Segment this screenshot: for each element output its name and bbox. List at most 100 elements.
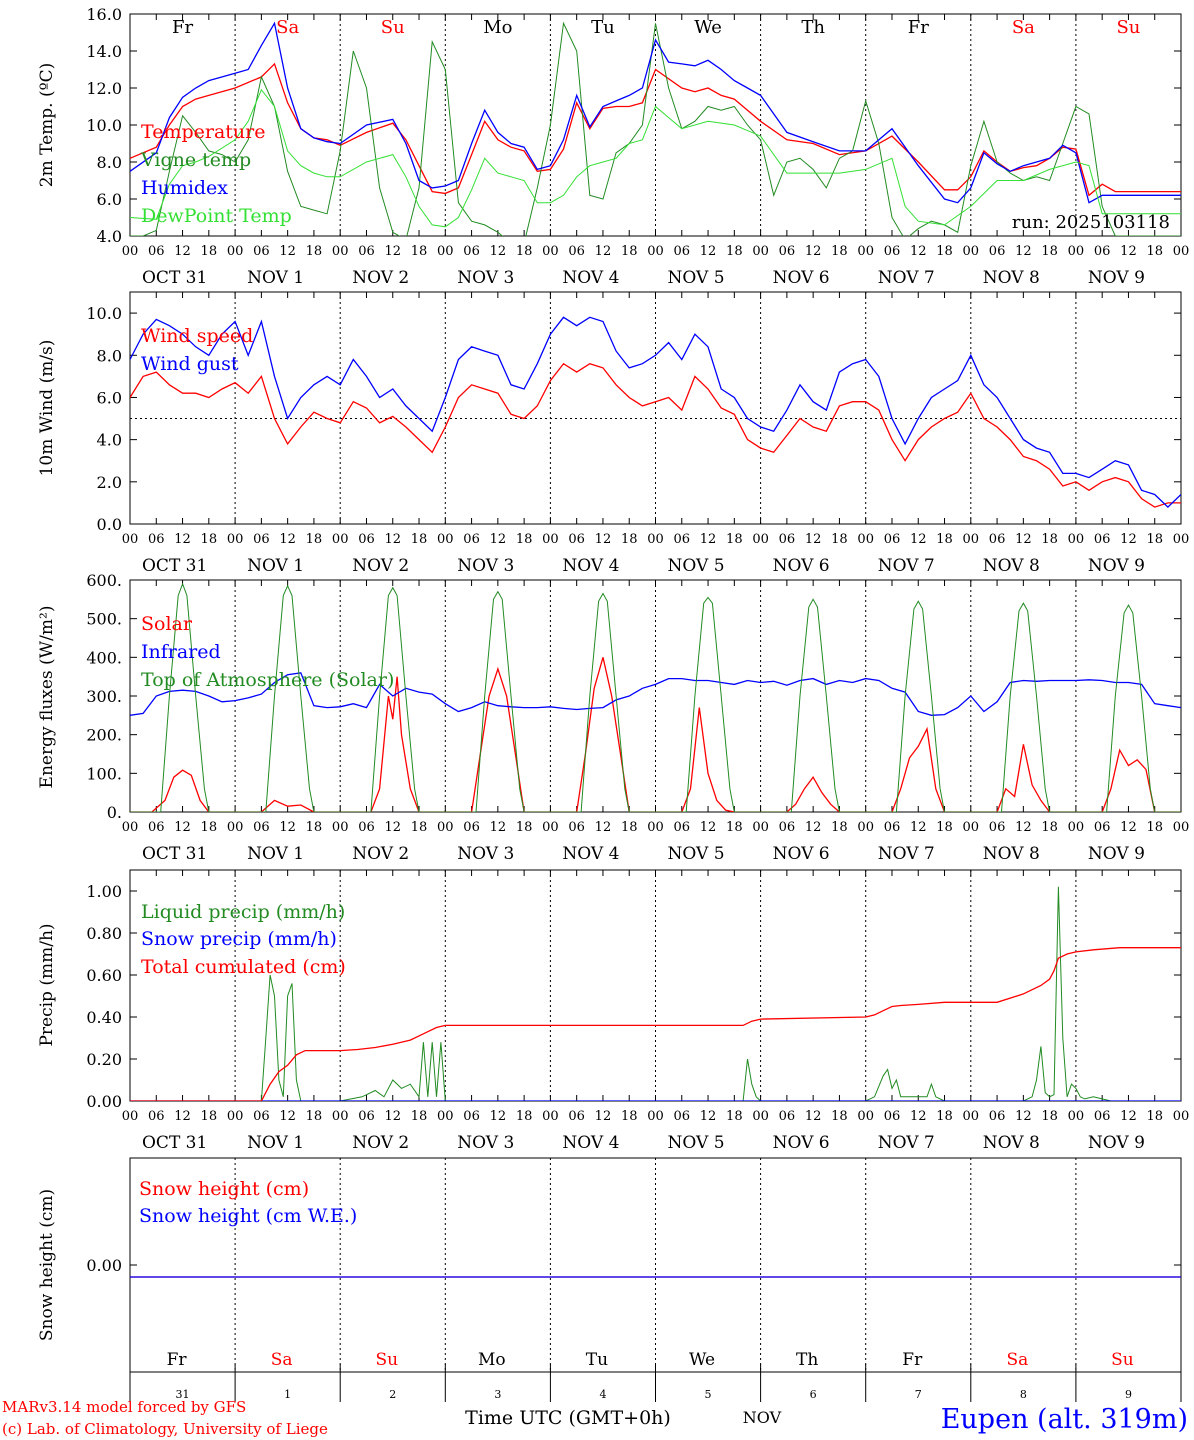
legend-snow-precip-mm-h-: Snow precip (mm/h) (141, 928, 337, 950)
hour-label: 00 (332, 244, 349, 259)
hour-label: 18 (1041, 532, 1058, 547)
hour-label: 06 (358, 1109, 375, 1124)
hour-label: 12 (279, 532, 296, 547)
y-tick-label: 0.60 (86, 966, 122, 985)
hour-label: 06 (568, 820, 585, 835)
hour-label: 06 (989, 532, 1006, 547)
hour-label: 00 (227, 1109, 244, 1124)
hour-label: 00 (647, 244, 664, 259)
hour-label: 00 (1068, 820, 1085, 835)
hour-label: 06 (463, 244, 480, 259)
hour-label: 00 (332, 1109, 349, 1124)
date-label: NOV 2 (352, 1133, 409, 1153)
hour-label: 18 (516, 532, 533, 547)
hour-label: 12 (1015, 532, 1032, 547)
day-number: 7 (915, 1388, 922, 1401)
day-label: Tu (586, 1350, 608, 1370)
hour-label: 00 (227, 244, 244, 259)
y-axis-label: 2m Temp. (ºC) (37, 63, 57, 188)
y-axis-label: 10m Wind (m/s) (37, 340, 57, 477)
date-label: NOV 5 (668, 1133, 725, 1153)
hour-label: 00 (437, 532, 454, 547)
hour-label: 00 (542, 1109, 559, 1124)
date-label: NOV 7 (878, 268, 935, 288)
hour-label: 06 (779, 1109, 796, 1124)
hour-label: 12 (595, 244, 612, 259)
y-tick-label: 0. (107, 803, 122, 822)
panel-1: 4.0 6.0 8.0 10.0 12.0 14.0 16.0 2m Temp. (ºC) 00… (37, 5, 1189, 288)
date-label: NOV 8 (983, 556, 1040, 576)
legend-humidex: Humidex (141, 177, 228, 199)
legend-solar: Solar (141, 613, 193, 635)
day-number: 6 (810, 1388, 817, 1401)
y-tick-label: 100. (86, 764, 122, 783)
hour-label: 00 (963, 244, 980, 259)
date-label: NOV 9 (1088, 556, 1145, 576)
hour-label: 12 (910, 1109, 927, 1124)
day-label: Sa (271, 1350, 293, 1370)
day-label: Sa (276, 17, 299, 38)
hour-label: 12 (700, 532, 717, 547)
hour-label: 12 (1015, 244, 1032, 259)
series-line-solar (130, 657, 1181, 812)
panel-5: 0.00 Snow height (cm) 31 1 2 3 4 5 6 7 8 9 Fr Sa Su Mo T… (37, 1157, 1182, 1402)
hour-label: 06 (463, 1109, 480, 1124)
hour-label: 00 (857, 1109, 874, 1124)
date-label: NOV 8 (983, 844, 1040, 864)
day-number: 2 (389, 1388, 396, 1401)
hour-label: 12 (595, 532, 612, 547)
hour-label: 18 (411, 244, 428, 259)
hour-label: 00 (332, 820, 349, 835)
hour-label: 06 (253, 820, 270, 835)
hour-label: 18 (201, 1109, 218, 1124)
y-tick-label: 400. (86, 648, 122, 667)
hour-label: 18 (1041, 244, 1058, 259)
hour-label: 06 (674, 820, 691, 835)
x-axis-title: Time UTC (GMT+0h) (465, 1407, 671, 1429)
date-label: NOV 4 (562, 1133, 619, 1153)
date-label: NOV 1 (247, 844, 304, 864)
legend-snow-height-cm-: Snow height (cm) (139, 1178, 309, 1200)
hour-label: 12 (595, 820, 612, 835)
hour-label: 06 (1094, 820, 1111, 835)
y-tick-label: 10.0 (86, 116, 122, 135)
date-label: NOV 5 (668, 268, 725, 288)
date-label: NOV 6 (773, 556, 830, 576)
y-tick-label: 8.0 (97, 346, 122, 365)
day-label: Mo (483, 17, 512, 38)
hour-label: 18 (1146, 820, 1163, 835)
credit-line-1: MARv3.14 model forced by GFS (2, 1398, 246, 1416)
hour-label: 06 (148, 244, 165, 259)
hour-label: 00 (752, 1109, 769, 1124)
hour-label: 18 (936, 532, 953, 547)
hour-label: 12 (490, 1109, 507, 1124)
day-label: Sa (1006, 1350, 1028, 1370)
date-label: NOV 1 (247, 556, 304, 576)
date-label: NOV 2 (352, 556, 409, 576)
hour-label: 18 (306, 820, 323, 835)
hour-label: 12 (174, 532, 191, 547)
hour-label: 12 (279, 1109, 296, 1124)
date-label: OCT 31 (142, 268, 207, 288)
hour-label: 00 (227, 820, 244, 835)
hour-label: 00 (857, 532, 874, 547)
hour-label: 18 (726, 244, 743, 259)
date-label: NOV 6 (773, 1133, 830, 1153)
y-tick-label: 0.00 (86, 1092, 122, 1111)
series-line-wind-speed (130, 362, 1181, 508)
hour-label: 06 (148, 820, 165, 835)
day-label: Fr (902, 1350, 923, 1370)
hour-label: 06 (253, 532, 270, 547)
day-number: 9 (1125, 1388, 1132, 1401)
hour-label: 12 (384, 532, 401, 547)
hour-label: 12 (174, 820, 191, 835)
hour-label: 18 (1041, 1109, 1058, 1124)
hour-label: 06 (884, 820, 901, 835)
date-label: NOV 3 (457, 844, 514, 864)
hour-label: 18 (621, 820, 638, 835)
date-label: NOV 5 (668, 556, 725, 576)
legend-top-of-atmosphere-solar-: Top of Atmosphere (Solar) (141, 669, 394, 691)
hour-label: 18 (936, 244, 953, 259)
hour-label: 12 (805, 532, 822, 547)
hour-label: 12 (384, 244, 401, 259)
